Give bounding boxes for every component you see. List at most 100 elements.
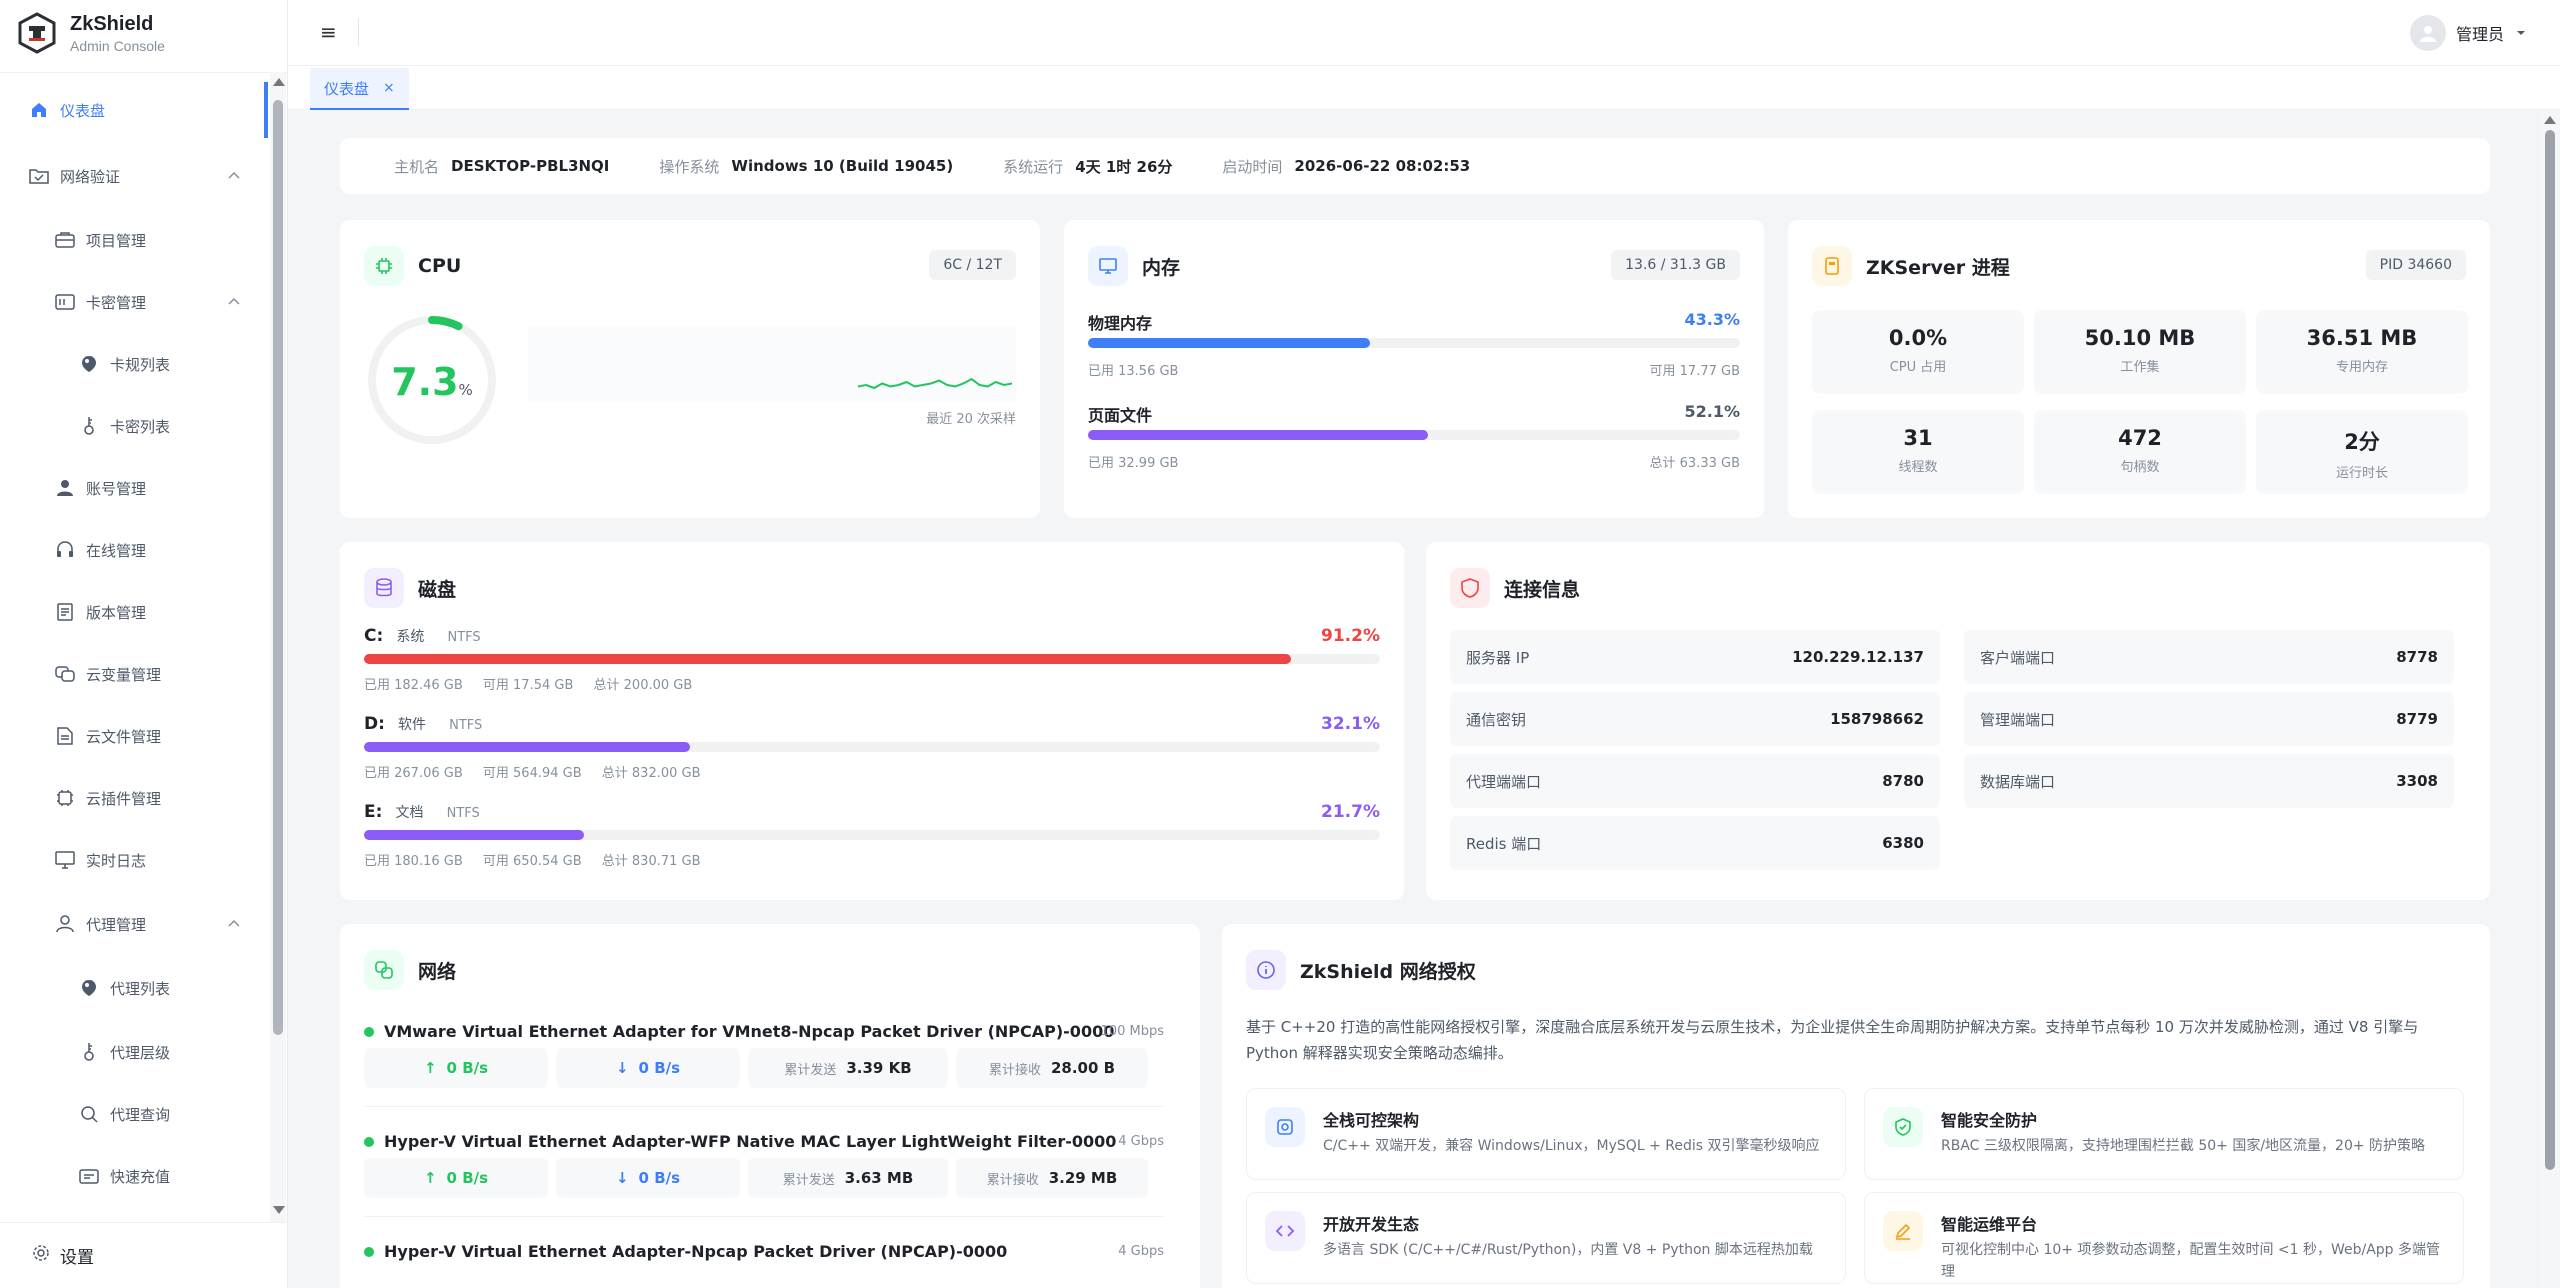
- stat-value: 31: [1903, 426, 1933, 450]
- scroll-up-arrow-icon[interactable]: [2544, 116, 2556, 124]
- physical-bar: [1088, 338, 1740, 348]
- stat-threads: 31 线程数: [1812, 410, 2024, 494]
- sidebar-item-card-keys[interactable]: 卡密列表: [0, 398, 268, 454]
- drive-bar-fill: [364, 654, 1291, 664]
- sidebar-item-projects[interactable]: 项目管理: [0, 212, 268, 268]
- user-menu[interactable]: 管理员: [2409, 14, 2528, 52]
- feature-card: 开放开发生态 多语言 SDK (C/C++/C#/Rust/Python)，内置…: [1246, 1192, 1846, 1284]
- sidebar-item-online[interactable]: 在线管理: [0, 522, 268, 578]
- system-info-bar: 主机名 DESKTOP-PBL3NQI 操作系统 Windows 10 (Bui…: [340, 138, 2490, 194]
- boot-label: 启动时间: [1222, 157, 1283, 176]
- conn-value: 8778: [2396, 648, 2438, 666]
- drive-avail: 可用 650.54 GB: [482, 854, 582, 869]
- sidebar-item-label: 云变量管理: [86, 665, 162, 684]
- feature-card: 全栈可控架构 C/C++ 双端开发，兼容 Windows/Linux，MySQL…: [1246, 1088, 1846, 1180]
- sidebar-item-card-management[interactable]: 卡密管理: [0, 274, 268, 330]
- drive-percent: 32.1%: [1321, 714, 1380, 734]
- sidebar-item-quick-recharge[interactable]: 快速充值: [0, 1148, 268, 1204]
- adapter-speed: 4 Gbps: [1118, 1134, 1164, 1149]
- adapter-name: Hyper-V Virtual Ethernet Adapter-Npcap P…: [384, 1242, 1008, 1261]
- cpu-chip-icon: [364, 246, 404, 286]
- sidebar-item-cloud-plugins[interactable]: 云插件管理: [0, 770, 268, 826]
- tab-bar: 仪表盘 ×: [288, 66, 2560, 110]
- network-link-icon: [364, 950, 404, 990]
- stat-uptime: 2分 运行时长: [2256, 410, 2468, 494]
- arrow-up-icon: ↑: [423, 1169, 437, 1187]
- conn-label: 服务器 IP: [1466, 648, 1530, 667]
- sidebar-item-agent-levels[interactable]: 代理层级: [0, 1024, 268, 1080]
- drive-avail: 可用 564.94 GB: [482, 766, 582, 781]
- main-scrollbar[interactable]: [2540, 110, 2560, 1288]
- pagefile-bar-fill: [1088, 430, 1428, 440]
- scroll-up-arrow-icon[interactable]: [273, 78, 285, 86]
- stat-working-set: 50.10 MB 工作集: [2034, 310, 2246, 394]
- drive-percent: 21.7%: [1321, 802, 1380, 822]
- scroll-down-arrow-icon[interactable]: [273, 1206, 285, 1214]
- tag-icon: [78, 977, 100, 999]
- sidebar-item-dashboard[interactable]: 仪表盘: [0, 82, 268, 138]
- sidebar: ZkShield Admin Console 仪表盘 网络验证 项目管理 卡密管…: [0, 0, 288, 1288]
- tab-dashboard[interactable]: 仪表盘 ×: [310, 68, 409, 110]
- adapter-item: Hyper-V Virtual Ethernet Adapter-WFP Nat…: [364, 1132, 1164, 1198]
- user-icon: [54, 477, 76, 499]
- sidebar-scrollbar[interactable]: [270, 72, 286, 1222]
- plugin-icon: [54, 787, 76, 809]
- sidebar-item-label: 快速充值: [110, 1167, 171, 1186]
- sidebar-item-versions[interactable]: 版本管理: [0, 584, 268, 640]
- scroll-thumb[interactable]: [273, 100, 283, 1035]
- sidebar-item-agents[interactable]: 代理管理: [0, 896, 268, 952]
- about-card: ZkShield 网络授权 基于 C++20 打造的高性能网络授权引擎，深度融合…: [1222, 924, 2490, 1288]
- scroll-thumb[interactable]: [2545, 130, 2555, 1170]
- close-icon[interactable]: ×: [383, 80, 395, 96]
- cpu-gauge: [368, 316, 496, 444]
- logo[interactable]: ZkShield Admin Console: [16, 12, 165, 54]
- sidebar-item-network-auth[interactable]: 网络验证: [0, 148, 268, 204]
- user-name: 管理员: [2455, 25, 2504, 44]
- download-rate: ↓ 0 B/s: [556, 1048, 740, 1088]
- conn-agent-port: 代理端端口 8780: [1450, 754, 1940, 808]
- sidebar-item-label: 云文件管理: [86, 727, 162, 746]
- briefcase-icon: [54, 229, 76, 251]
- drive-fs: NTFS: [446, 806, 480, 821]
- drive-stats: 已用 180.16 GB 可用 650.54 GB 总计 830.71 GB: [364, 850, 701, 869]
- sidebar-item-accounts[interactable]: 账号管理: [0, 460, 268, 516]
- recv-label: 累计接收: [988, 1062, 1041, 1078]
- sidebar-item-realtime-log[interactable]: 实时日志: [0, 832, 268, 888]
- drive-avail: 可用 17.54 GB: [482, 678, 574, 693]
- sidebar-item-agent-list[interactable]: 代理列表: [0, 960, 268, 1016]
- drive-bar-fill: [364, 742, 691, 752]
- network-title: 网络: [418, 960, 457, 983]
- stat-label: CPU 占用: [1889, 360, 1947, 375]
- chevron-up-icon: [228, 171, 240, 179]
- about-title: ZkShield 网络授权: [1300, 960, 1476, 983]
- zkserver-pid: PID 34660: [2365, 250, 2466, 280]
- recv-label: 累计接收: [986, 1172, 1039, 1188]
- drive-used: 已用 180.16 GB: [364, 854, 463, 869]
- sidebar-item-label: 代理管理: [86, 915, 147, 934]
- host-value: DESKTOP-PBL3NQI: [451, 157, 610, 175]
- menu-toggle-icon[interactable]: ≡: [320, 20, 337, 44]
- recv-value: 3.29 MB: [1048, 1169, 1118, 1187]
- avatar: [2409, 15, 2446, 51]
- conn-value: 6380: [1882, 834, 1924, 852]
- sidebar-item-cloud-files[interactable]: 云文件管理: [0, 708, 268, 764]
- upload-rate: ↑ 0 B/s: [364, 1048, 548, 1088]
- sidebar-item-agent-query[interactable]: 代理查询: [0, 1086, 268, 1142]
- sidebar-item-label: 代理层级: [110, 1043, 171, 1062]
- sidebar-item-card-rules[interactable]: 卡规列表: [0, 336, 268, 392]
- settings-button[interactable]: 设置: [0, 1222, 288, 1288]
- conn-value: 3308: [2396, 772, 2438, 790]
- adapter-speed: 4 Gbps: [1118, 1244, 1164, 1259]
- home-icon: [28, 99, 50, 121]
- drive-name: 软件: [398, 717, 427, 733]
- search-icon: [78, 1103, 100, 1125]
- conn-server-ip: 服务器 IP 120.229.12.137: [1450, 630, 1940, 684]
- headset-icon: [54, 539, 76, 561]
- agent-icon: [54, 913, 76, 935]
- download-rate: ↓ 0 B/s: [556, 1158, 740, 1198]
- file-icon: [54, 725, 76, 747]
- sent-label: 累计发送: [784, 1062, 837, 1078]
- pagefile-total: 总计 63.33 GB: [1649, 456, 1740, 471]
- app-subtitle: Admin Console: [70, 37, 165, 54]
- sidebar-item-cloud-vars[interactable]: 云变量管理: [0, 646, 268, 702]
